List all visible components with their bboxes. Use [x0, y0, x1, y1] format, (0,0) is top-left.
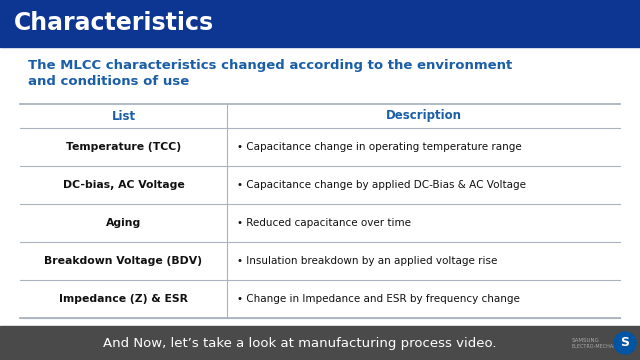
- Text: SAMSUNG: SAMSUNG: [572, 338, 600, 342]
- Text: Aging: Aging: [106, 218, 141, 228]
- Text: • Capacitance change by applied DC-Bias & AC Voltage: • Capacitance change by applied DC-Bias …: [237, 180, 526, 190]
- Text: ELECTRO-MECHANICS: ELECTRO-MECHANICS: [572, 343, 626, 348]
- Text: Breakdown Voltage (BDV): Breakdown Voltage (BDV): [45, 256, 202, 266]
- Text: S: S: [621, 337, 630, 350]
- Bar: [0, 0, 640, 47]
- Text: Impedance (Z) & ESR: Impedance (Z) & ESR: [59, 294, 188, 304]
- Text: • Reduced capacitance over time: • Reduced capacitance over time: [237, 218, 411, 228]
- Text: Temperature (TCC): Temperature (TCC): [66, 142, 181, 152]
- Text: DC-bias, AC Voltage: DC-bias, AC Voltage: [63, 180, 184, 190]
- Text: • Capacitance change in operating temperature range: • Capacitance change in operating temper…: [237, 142, 522, 152]
- Text: • Change in Impedance and ESR by frequency change: • Change in Impedance and ESR by frequen…: [237, 294, 520, 304]
- Text: Description: Description: [385, 109, 461, 122]
- Text: And Now, let’s take a look at manufacturing process video.: And Now, let’s take a look at manufactur…: [103, 337, 497, 350]
- Circle shape: [614, 332, 636, 354]
- Text: and conditions of use: and conditions of use: [28, 75, 189, 88]
- Text: List: List: [111, 109, 136, 122]
- Bar: [0, 47, 640, 326]
- Text: The MLCC characteristics changed according to the environment: The MLCC characteristics changed accordi…: [28, 59, 512, 72]
- Text: • Insulation breakdown by an applied voltage rise: • Insulation breakdown by an applied vol…: [237, 256, 497, 266]
- Bar: [0, 326, 640, 360]
- Text: Characteristics: Characteristics: [14, 12, 214, 36]
